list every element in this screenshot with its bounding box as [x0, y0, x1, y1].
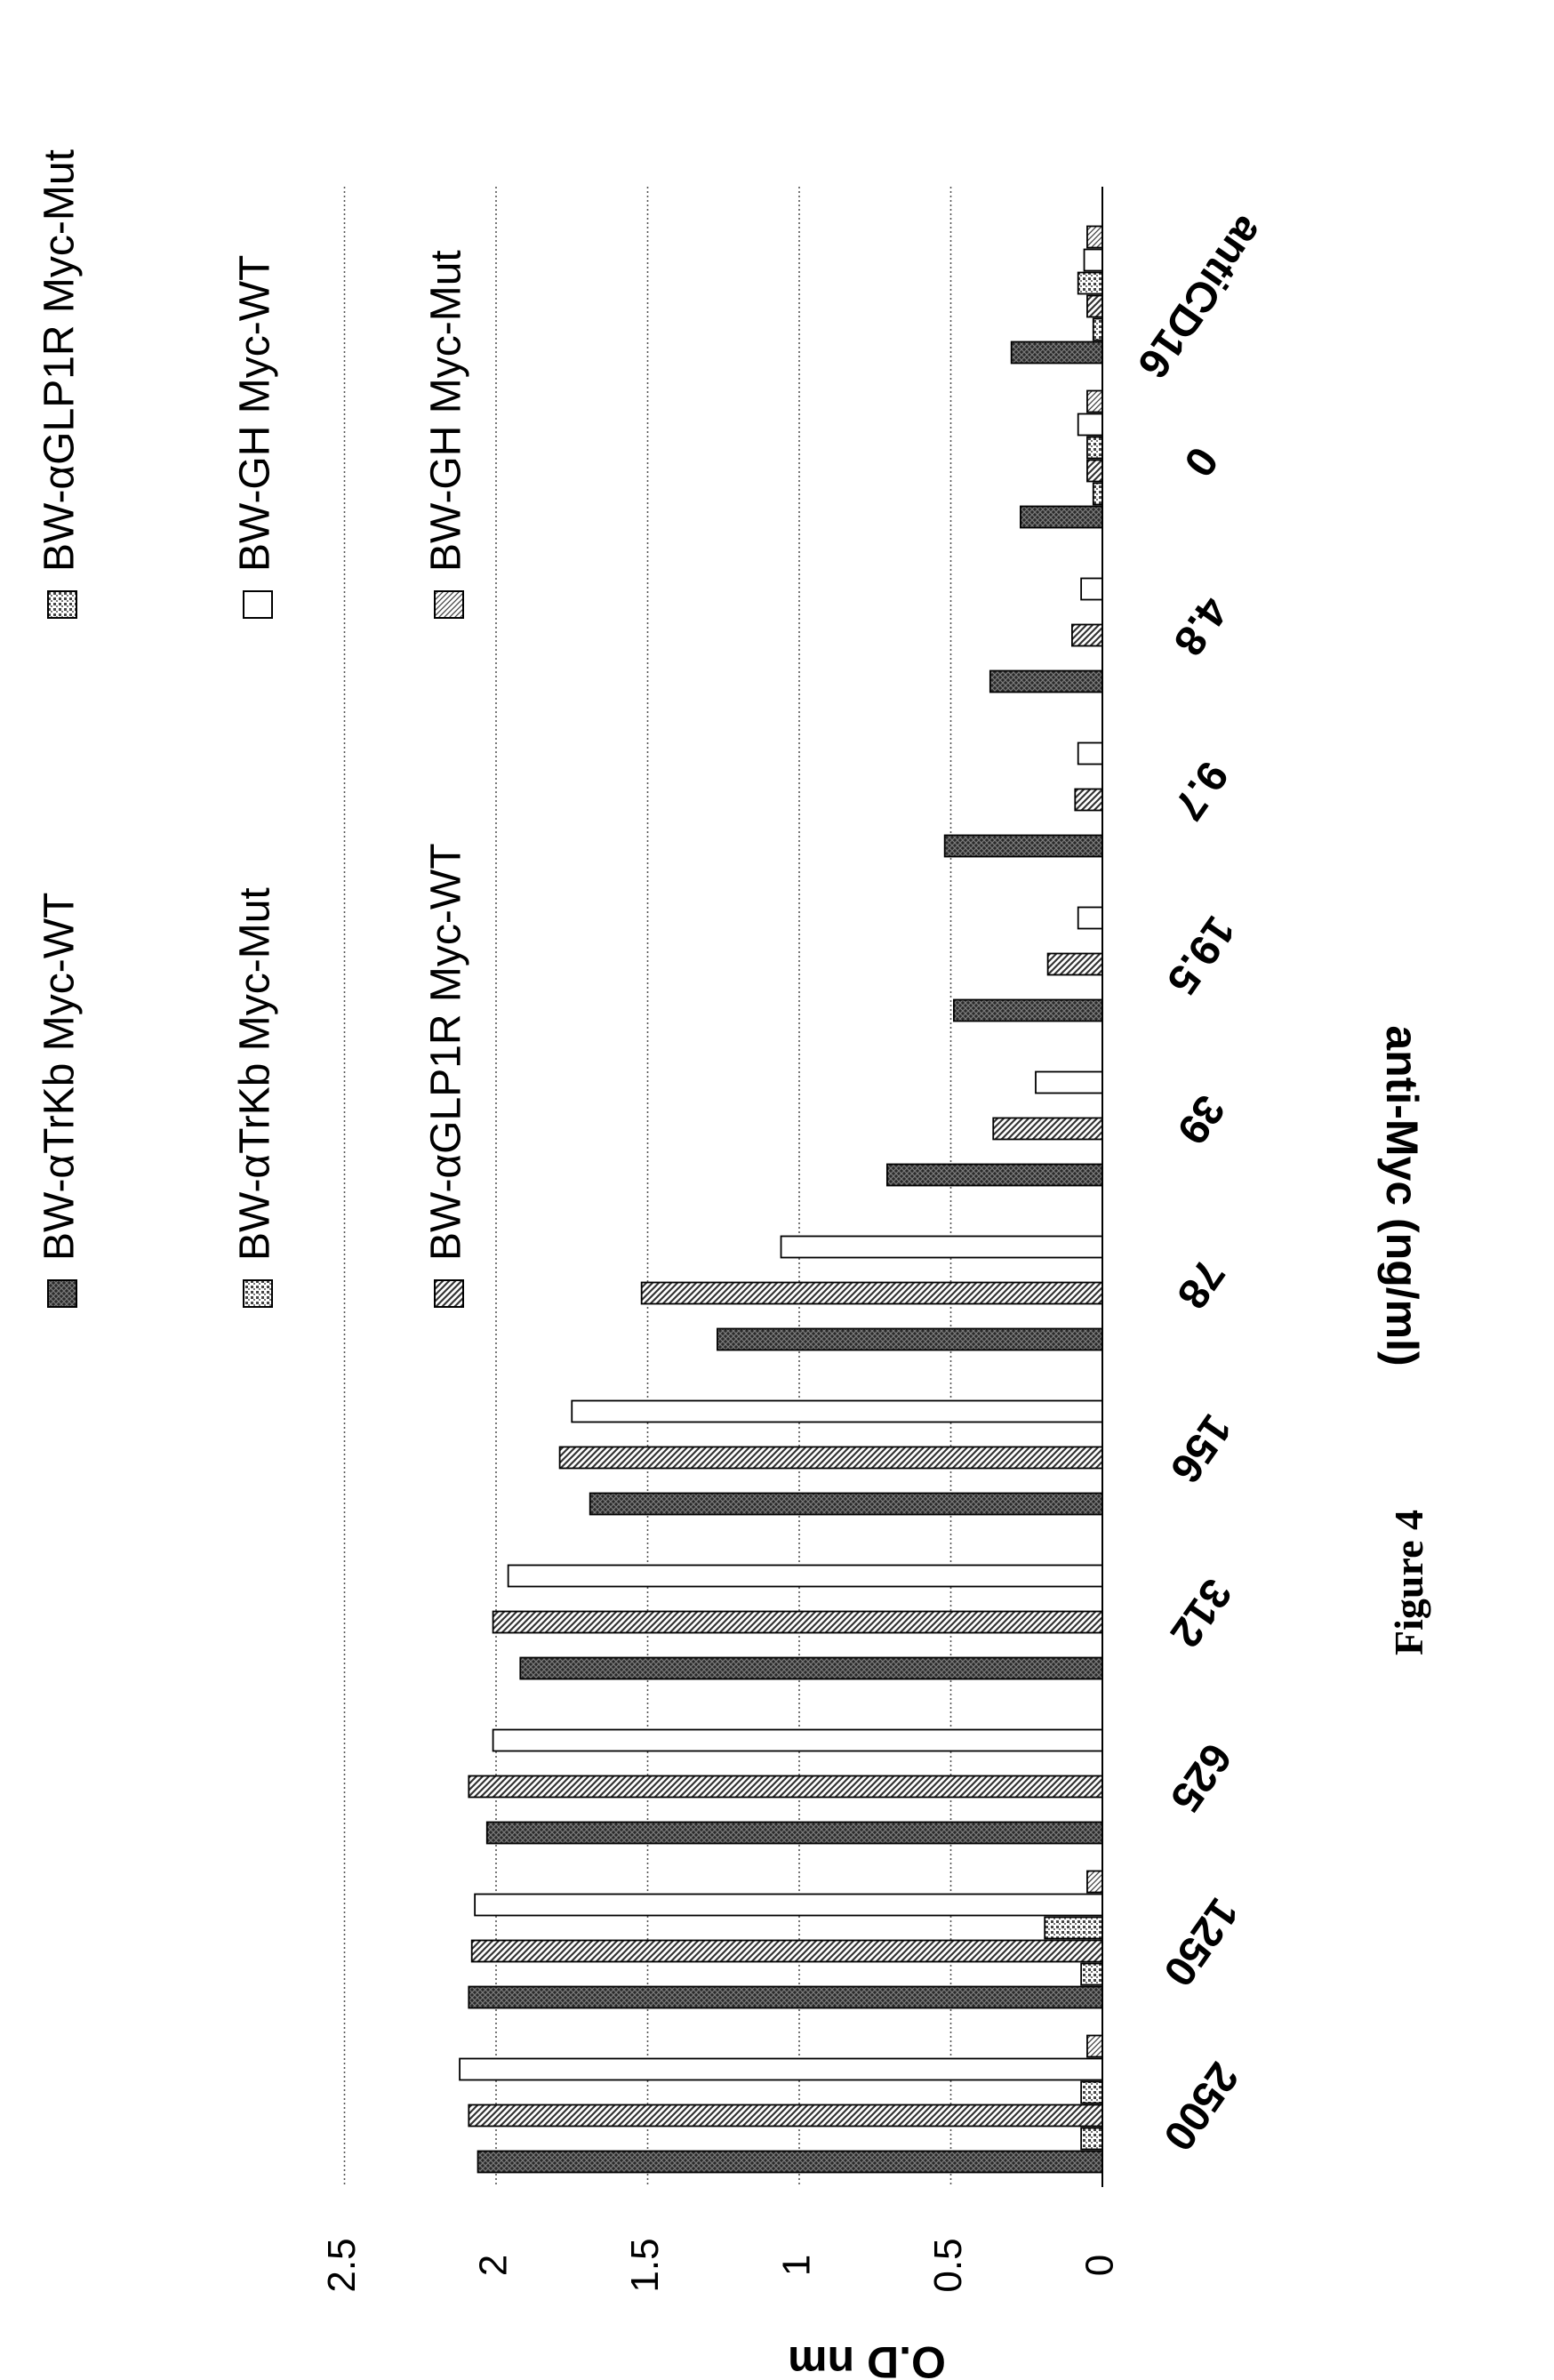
bar: [1086, 2034, 1103, 2058]
bar: [1086, 436, 1103, 460]
bar: [943, 834, 1103, 858]
bar: [468, 1775, 1103, 1799]
bar: [1092, 482, 1103, 506]
value-tick-label: 2: [472, 2255, 516, 2276]
bar: [571, 1399, 1103, 1423]
legend-swatch: [434, 590, 464, 619]
bar: [885, 1163, 1103, 1187]
bar: [717, 1327, 1103, 1351]
bar: [519, 1656, 1103, 1680]
legend-swatch: [243, 1279, 273, 1308]
bar: [1020, 505, 1103, 529]
bar: [640, 1281, 1103, 1305]
bar: [589, 1492, 1103, 1516]
bar: [1046, 952, 1103, 976]
bar: [1086, 225, 1103, 249]
category-axis-title: anti-Myc (ng/ml): [1377, 1025, 1427, 1366]
value-tick-label: 1: [775, 2255, 819, 2276]
bar: [1092, 317, 1103, 341]
bar: [992, 1117, 1103, 1141]
bar: [468, 1985, 1103, 2009]
category-tick-label: 0: [1174, 438, 1227, 485]
bar: [477, 2150, 1103, 2174]
category-tick-label: 9.7: [1164, 753, 1237, 829]
bar: [1035, 1070, 1103, 1094]
bar: [468, 2104, 1103, 2128]
category-tick-labels: 2500 1250 625 312 156 78 39 19.5 9.7 4.8 0 antiCD16: [1128, 208, 1273, 2159]
category-tick-label: 19.5: [1157, 908, 1244, 1003]
legend: BW-αTrKb Myc-WT BW-αGLP1R Myc-Mut BW-αTrKb…: [36, 149, 470, 1308]
legend-label: BW-GH Myc-WT: [232, 255, 279, 572]
legend-label: BW-αTrKb Myc-WT: [36, 893, 84, 1261]
value-axis-title: O.D nm: [788, 2337, 946, 2380]
legend-label: BW-αTrKb Myc-Mut: [232, 887, 279, 1261]
bar: [953, 998, 1103, 1022]
value-tick-label: 0: [1078, 2255, 1122, 2276]
category-tick-label: 78: [1167, 1251, 1233, 1317]
bar: [1086, 389, 1103, 413]
bars: [459, 225, 1103, 2174]
bar: [1044, 1916, 1103, 1940]
bar: [1080, 1962, 1103, 1986]
bar: [492, 1610, 1103, 1634]
bar: [1086, 294, 1103, 318]
bar: [492, 1728, 1103, 1752]
category-tick-label: 39: [1167, 1086, 1233, 1152]
value-tick-label: 0.5: [926, 2238, 970, 2292]
category-tick-label: 2500: [1154, 2054, 1247, 2159]
bar: [1077, 271, 1103, 295]
bar: [989, 669, 1103, 693]
bar: [470, 1939, 1103, 1963]
bar: [1086, 1870, 1103, 1894]
bar: [1080, 2080, 1103, 2104]
bar: [1074, 788, 1103, 812]
legend-label: BW-αGLP1R Myc-WT: [423, 843, 470, 1261]
gridlines: [343, 187, 952, 2187]
category-tick-label: 156: [1161, 1406, 1240, 1491]
figure-label: Figure 4: [1386, 1510, 1431, 1655]
bar: [1010, 341, 1103, 365]
legend-label: BW-αGLP1R Myc-Mut: [36, 149, 84, 572]
category-tick-label: 4.8: [1164, 589, 1237, 664]
bar: [485, 1821, 1103, 1845]
bar: [1080, 2127, 1103, 2151]
legend-swatch: [243, 590, 273, 619]
legend-swatch: [47, 1279, 77, 1308]
bar: [1077, 413, 1103, 437]
category-tick-label: 625: [1161, 1735, 1240, 1820]
legend-swatch: [47, 590, 77, 619]
category-tick-label: antiCD16: [1128, 208, 1273, 387]
bar: [507, 1564, 1103, 1588]
bar: [1083, 248, 1103, 272]
category-tick-label: 312: [1161, 1570, 1240, 1655]
legend-label: BW-GH Myc-Mut: [423, 250, 470, 572]
bar: [1077, 741, 1103, 765]
bar: [1080, 577, 1103, 601]
legend-swatch: [434, 1279, 464, 1308]
value-tick-labels: 0 0.5 1 1.5 2 2.5: [320, 2238, 1122, 2292]
bar: [1077, 906, 1103, 930]
bar: [474, 1893, 1103, 1917]
bar: [1086, 459, 1103, 483]
category-tick-label: 1250: [1154, 1889, 1247, 1994]
bar: [459, 2057, 1103, 2081]
bar: [558, 1446, 1103, 1470]
bar: [1071, 623, 1103, 647]
bar: [780, 1235, 1103, 1259]
value-tick-label: 1.5: [623, 2238, 667, 2292]
value-tick-label: 2.5: [320, 2238, 364, 2292]
